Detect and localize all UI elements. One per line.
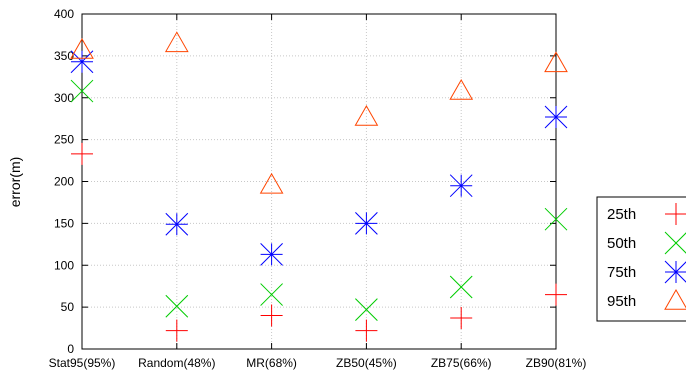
point-75th <box>355 212 378 235</box>
y-axis-label: error(m) <box>7 157 23 208</box>
point-95th <box>164 31 189 53</box>
point-75th <box>544 105 568 129</box>
legend-marker-25th <box>665 203 686 225</box>
y-axis-ticks: 0 50 100 150 200 250 300 350 400 <box>54 7 556 356</box>
y-tick-label: 350 <box>54 49 74 63</box>
legend-label: 50th <box>607 235 636 252</box>
y-tick-label: 150 <box>54 216 74 230</box>
point-50th <box>449 275 473 299</box>
legend-label: 95th <box>607 293 636 310</box>
legend-marker-50th <box>664 231 686 255</box>
y-tick-label: 0 <box>67 342 74 356</box>
x-tick-label: ZB90(81%) <box>526 356 587 370</box>
point-75th <box>70 50 94 74</box>
y-tick-label: 50 <box>61 300 75 314</box>
legend-label: 75th <box>607 264 636 281</box>
legend-marker-75th <box>664 260 686 284</box>
y-tick-label: 250 <box>54 133 74 147</box>
point-75th <box>449 174 473 198</box>
y-tick-label: 100 <box>54 258 74 272</box>
y-tick-label: 400 <box>54 7 74 21</box>
data-points <box>70 31 568 342</box>
point-25th <box>355 319 378 342</box>
x-axis-ticks: Stat95(95%) Random(48%) MR(68%) ZB50(45%) ZB… <box>49 14 587 370</box>
point-25th <box>260 304 283 327</box>
point-95th <box>544 51 568 73</box>
legend-marker-95th <box>664 288 686 310</box>
point-95th <box>449 79 474 100</box>
point-95th <box>259 172 284 194</box>
point-75th <box>165 212 189 236</box>
y-tick-label: 200 <box>54 175 74 189</box>
point-50th <box>165 294 189 318</box>
x-tick-label: Stat95(95%) <box>49 356 116 370</box>
point-25th <box>450 307 473 330</box>
point-25th <box>71 142 93 165</box>
grid-lines <box>82 14 556 349</box>
legend-box <box>596 196 686 322</box>
point-25th <box>165 319 188 342</box>
legend-label: 25th <box>607 206 636 223</box>
x-tick-label: MR(68%) <box>246 356 297 370</box>
point-95th <box>354 105 379 126</box>
point-75th <box>260 243 283 266</box>
x-tick-label: ZB50(45%) <box>336 356 397 370</box>
x-tick-label: Random(48%) <box>138 356 215 370</box>
point-50th <box>70 79 94 103</box>
point-50th <box>544 207 568 231</box>
point-95th <box>70 38 94 59</box>
legend: 25th 50th 75th 95th <box>596 196 686 322</box>
y-tick-label: 300 <box>54 91 74 105</box>
point-50th <box>355 298 378 321</box>
point-50th <box>260 283 283 306</box>
point-25th <box>545 283 567 306</box>
x-tick-label: ZB75(66%) <box>431 356 492 370</box>
